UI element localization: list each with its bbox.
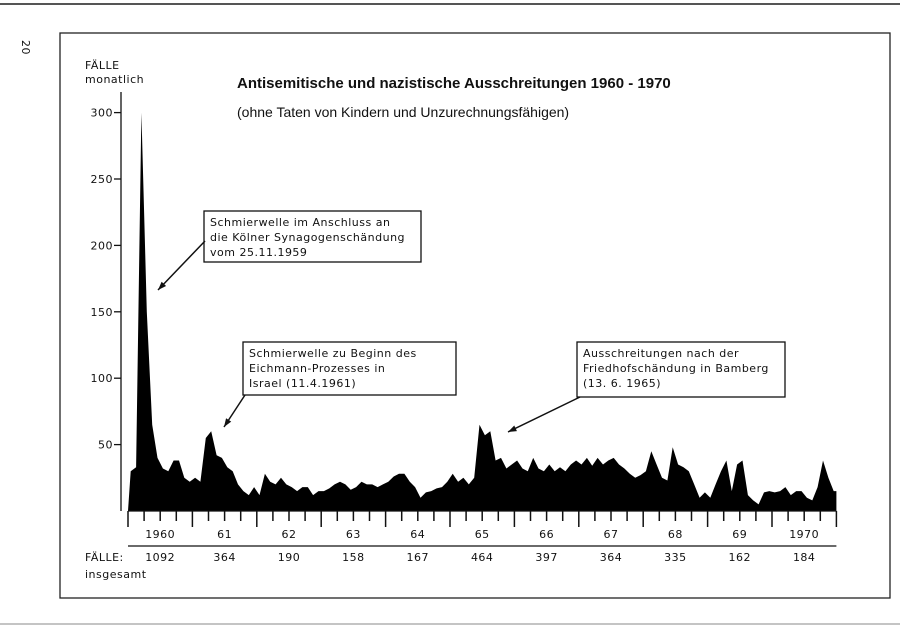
annotation-box [242,341,457,396]
x-tick-label: 62 [282,528,297,541]
annotation-text: Israel (11.4.1961) [249,377,356,390]
yearly-total: 335 [664,551,687,564]
monthly-cases-area [128,112,837,511]
page-number: 20 [19,40,32,55]
yearly-total: 464 [471,551,494,564]
yearly-total: 162 [729,551,752,564]
yearly-total: 167 [407,551,430,564]
y-axis-label-line2: monatlich [85,73,144,86]
totals-label-line2: insgesamt [85,568,147,581]
annotation-box [576,341,786,398]
x-tick-label: 63 [346,528,361,541]
yearly-total: 190 [278,551,301,564]
annotation-text: die Kölner Synagogenschändung [210,231,405,244]
annotation-box [203,210,422,263]
annotation-arrow [507,396,581,433]
chart-subtitle: (ohne Taten von Kindern und Unzurechnung… [237,104,569,120]
y-tick-label: 100 [91,372,114,385]
x-tick-label: 68 [668,528,683,541]
x-tick-label: 1960 [145,528,175,541]
arrowhead-icon [224,418,232,427]
y-tick-label: 250 [91,173,114,186]
totals-label-line1: FÄLLE: [85,551,124,564]
x-tick-label: 1970 [789,528,819,541]
annotation-text: Schmierwelle im Anschluss an [210,216,390,229]
y-tick-label: 200 [91,239,114,252]
x-tick-label: 61 [217,528,232,541]
annotation-arrow [157,240,206,291]
annotation-text: Schmierwelle zu Beginn des [249,347,417,360]
yearly-total: 364 [600,551,623,564]
arrowhead-icon [158,281,167,290]
x-tick-label: 69 [732,528,747,541]
y-tick-label: 300 [91,107,114,120]
x-tick-label: 64 [410,528,425,541]
x-tick-label: 66 [539,528,554,541]
y-axis-label-line1: FÄLLE [85,59,120,72]
annotation-text: Friedhofschändung in Bamberg [583,362,769,375]
chart-frame [59,32,891,599]
yearly-total: 397 [535,551,558,564]
arrowhead-icon [508,425,517,432]
annotation-text: vom 25.11.1959 [210,246,307,259]
annotation-text: Eichmann-Prozesses in [249,362,385,375]
annotation-text: Ausschreitungen nach der [583,347,739,360]
yearly-total: 184 [793,551,816,564]
y-tick-label: 150 [91,306,114,319]
annotation-text: (13. 6. 1965) [583,377,661,390]
yearly-total: 158 [342,551,365,564]
chart-title: Antisemitische und nazistische Ausschrei… [237,75,671,92]
y-tick-label: 50 [98,439,113,452]
yearly-total: 1092 [145,551,175,564]
yearly-total: 364 [213,551,236,564]
x-tick-label: 67 [604,528,619,541]
x-tick-label: 65 [475,528,490,541]
